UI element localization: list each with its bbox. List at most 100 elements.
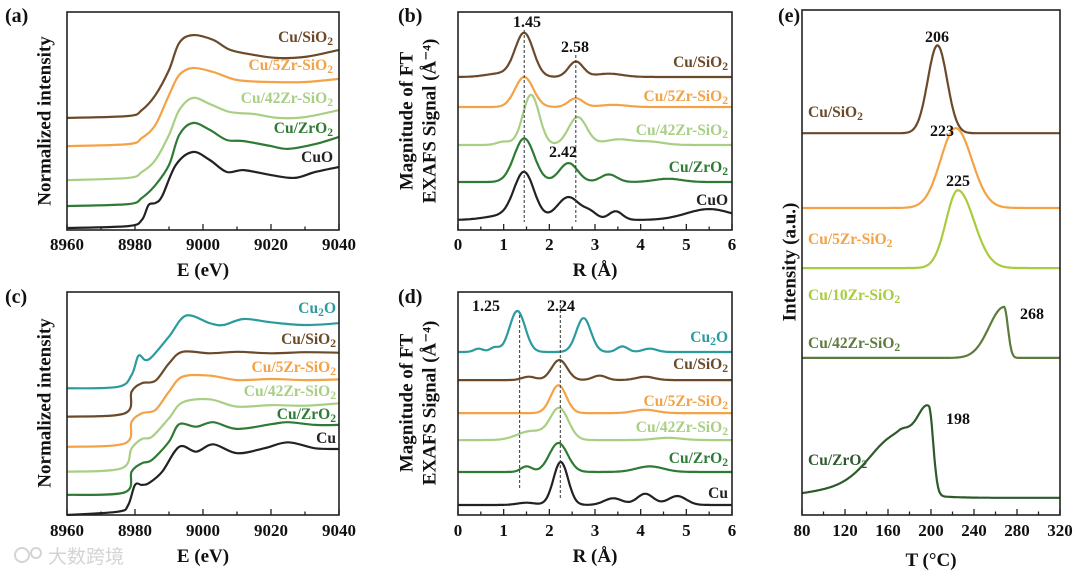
x-tick-label: 5 bbox=[682, 521, 691, 540]
peak-label: 2.24 bbox=[547, 298, 575, 315]
panel-label: (e) bbox=[778, 5, 800, 27]
series-label: Cu/ZrO2 bbox=[808, 452, 867, 471]
series-line bbox=[801, 127, 1061, 210]
watermark-text: 大数跨境 bbox=[48, 546, 124, 568]
x-tick-label: 200 bbox=[918, 521, 944, 540]
plot-frame bbox=[457, 11, 733, 231]
series-label: Cu/5Zr-SiO2 bbox=[249, 57, 334, 76]
x-tick-label: 0 bbox=[454, 235, 463, 254]
series-line bbox=[66, 350, 340, 418]
series-line bbox=[66, 373, 340, 448]
series-line bbox=[457, 358, 733, 382]
series-label: Cu/42Zr-SiO2 bbox=[636, 122, 728, 141]
x-tick-label: 6 bbox=[728, 521, 737, 540]
x-tick-label: 3 bbox=[591, 521, 600, 540]
x-tick-label: 160 bbox=[875, 521, 901, 540]
chart-panel-c: (c) Cu2O Cu/SiO2 Cu/5Zr-SiO2 Cu/42Zr-SiO2 Cu/… bbox=[5, 286, 356, 567]
series-label: Cu/SiO2 bbox=[673, 356, 728, 375]
series-line bbox=[457, 441, 733, 474]
y-axis-title: Magnitude of FT bbox=[396, 52, 417, 191]
series-line bbox=[66, 66, 340, 148]
x-tick-label: 240 bbox=[961, 521, 987, 540]
x-tick-label: 9020 bbox=[254, 235, 288, 254]
series-line bbox=[66, 441, 340, 517]
series-line bbox=[66, 33, 340, 119]
panel-label: (d) bbox=[398, 286, 422, 308]
series-label: Cu/ZrO2 bbox=[669, 159, 728, 178]
x-tick-label: 320 bbox=[1047, 521, 1073, 540]
x-tick-label: 1 bbox=[499, 235, 508, 254]
series-line bbox=[457, 137, 733, 184]
y-axis-title: EXAFS Signal (Å⁻⁴) bbox=[419, 321, 440, 486]
series-line bbox=[801, 305, 1061, 359]
x-tick-label: 8980 bbox=[118, 521, 152, 540]
x-tick-label: 9040 bbox=[322, 521, 356, 540]
series-label: Cu2O bbox=[298, 300, 336, 319]
series-label: CuO bbox=[301, 149, 333, 166]
x-tick-label: 9020 bbox=[254, 521, 288, 540]
series-label: CuO bbox=[696, 192, 728, 209]
x-tick-label: 4 bbox=[636, 235, 645, 254]
peak-label: 1.45 bbox=[513, 14, 541, 31]
series-line bbox=[66, 397, 340, 473]
peak-label: 268 bbox=[1020, 306, 1044, 323]
x-axis-title: T (°C) bbox=[905, 550, 956, 571]
series-label: Cu/5Zr-SiO2 bbox=[252, 359, 337, 378]
series-label: Cu/ZrO2 bbox=[274, 120, 333, 139]
chart-panel-a: (a) Cu/SiO2 Cu/5Zr-SiO2 Cu/42Zr-SiO2 Cu/ZrO2… bbox=[5, 5, 356, 281]
panel-label: (a) bbox=[5, 5, 28, 27]
y-axis-title: Magnitude of FT bbox=[396, 334, 417, 473]
series-label: Cu bbox=[316, 430, 336, 447]
x-tick-label: 6 bbox=[728, 235, 737, 254]
series-line bbox=[66, 121, 340, 208]
x-axis-title: E (eV) bbox=[177, 546, 229, 567]
series-line bbox=[66, 150, 340, 230]
peak-label: 225 bbox=[946, 173, 970, 190]
series-line bbox=[66, 314, 340, 390]
series-line bbox=[457, 75, 733, 109]
x-axis-title: E (eV) bbox=[177, 260, 229, 281]
series-label: Cu/SiO2 bbox=[281, 331, 336, 350]
x-tick-label: 4 bbox=[636, 521, 645, 540]
series-line bbox=[66, 96, 340, 182]
x-tick-label: 3 bbox=[591, 235, 600, 254]
panel-label: (c) bbox=[5, 286, 27, 308]
x-axis-title: R (Å) bbox=[573, 260, 618, 281]
series-label: Cu/5Zr-SiO2 bbox=[644, 88, 729, 107]
series-label: Cu/SiO2 bbox=[808, 104, 863, 123]
watermark-logo-icon bbox=[30, 547, 42, 559]
series-label: Cu/42Zr-SiO2 bbox=[241, 90, 333, 109]
peak-label: 206 bbox=[925, 29, 949, 46]
series-line bbox=[801, 189, 1061, 270]
x-tick-label: 8980 bbox=[118, 235, 152, 254]
x-tick-label: 5 bbox=[682, 235, 691, 254]
chart-panel-d: (d) Cu2O Cu/SiO2 Cu/5Zr-SiO2 Cu/42Zr-SiO2 Cu/… bbox=[396, 286, 736, 567]
watermark-logo-icon bbox=[14, 547, 30, 563]
series-label: Cu/10Zr-SiO2 bbox=[808, 287, 900, 306]
series-line bbox=[457, 460, 733, 507]
y-axis-title: EXAFS Signal (Å⁻⁴) bbox=[419, 39, 440, 204]
series-line bbox=[801, 404, 1061, 499]
series-label: Cu/5Zr-SiO2 bbox=[808, 231, 893, 250]
peak-label: 2.58 bbox=[561, 39, 589, 56]
series-label: Cu bbox=[708, 485, 728, 502]
series-label: Cu/ZrO2 bbox=[669, 450, 728, 469]
x-tick-label: 120 bbox=[832, 521, 858, 540]
series-label: Cu/SiO2 bbox=[278, 29, 333, 48]
series-label: Cu/42Zr-SiO2 bbox=[808, 335, 900, 354]
chart-panel-e: (e) Cu/SiO2 Cu/5Zr-SiO2 Cu/10Zr-SiO2 Cu/42Zr… bbox=[778, 5, 1073, 571]
x-tick-label: 9000 bbox=[186, 521, 220, 540]
y-axis-title: Normalized intensity bbox=[34, 36, 55, 206]
x-tick-label: 2 bbox=[545, 521, 554, 540]
y-axis-title: Intensity (a.u.) bbox=[779, 203, 800, 322]
x-tick-label: 9040 bbox=[322, 235, 356, 254]
series-label: Cu/42Zr-SiO2 bbox=[244, 383, 336, 402]
series-label: Cu/SiO2 bbox=[673, 54, 728, 73]
x-tick-label: 2 bbox=[545, 235, 554, 254]
x-axis-title: R (Å) bbox=[573, 546, 618, 567]
x-tick-label: 8960 bbox=[50, 521, 84, 540]
y-axis-title: Normalized intensity bbox=[34, 318, 55, 488]
panel-label: (b) bbox=[398, 5, 422, 27]
x-tick-label: 8960 bbox=[50, 235, 84, 254]
peak-label: 223 bbox=[930, 123, 954, 140]
